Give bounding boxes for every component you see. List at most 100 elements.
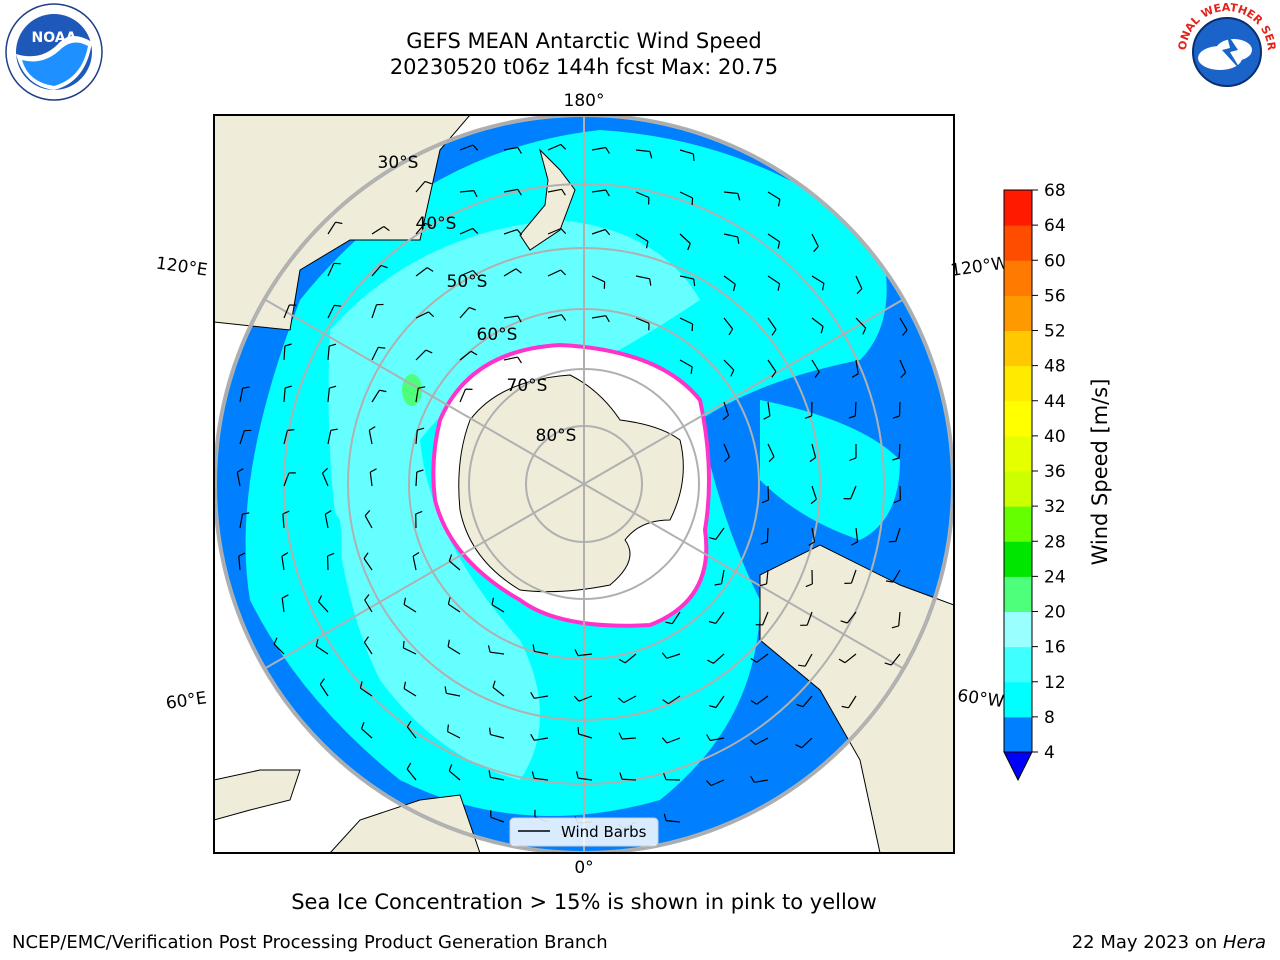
wind-barb-feather [804, 415, 812, 419]
wind-barb-feather [448, 764, 453, 772]
wind-barb [448, 603, 461, 613]
sea-ice-note: Sea Ice Concentration > 15% is shown in … [291, 890, 877, 914]
wind-barb-feather [379, 389, 387, 393]
wind-barb-feather [403, 681, 407, 689]
wind-barb [679, 149, 694, 155]
wind-barb [855, 359, 859, 374]
wind-barb-feather [364, 510, 371, 517]
wind-barb-feather [368, 426, 376, 431]
wind-barb [534, 737, 549, 741]
lon-label-0: 0° [574, 858, 593, 878]
colorbar-tick-label: 8 [1044, 708, 1055, 728]
wind-barb [547, 269, 561, 277]
wind-barb-feather [663, 772, 667, 780]
wind-barb [403, 603, 417, 613]
wind-barb-feather [618, 732, 623, 740]
wind-barb-feather [604, 229, 611, 236]
wind-barb [415, 388, 419, 403]
wind-barb [491, 604, 505, 613]
wind-barb-feather [848, 415, 856, 419]
colorbar-segment [1004, 330, 1032, 367]
lat-label-40s: 40°S [416, 214, 457, 234]
wind-barb-feather [284, 385, 292, 389]
wind-barb [363, 558, 373, 571]
wind-barb-feather [406, 762, 412, 770]
wind-barb [713, 653, 725, 664]
wind-barb [756, 695, 769, 705]
wind-max-patch [402, 374, 422, 406]
wind-barb-feather [426, 267, 434, 272]
wind-barb-feather [693, 278, 696, 287]
wind-barb-feather [380, 264, 388, 269]
wind-barb-feather [531, 771, 535, 779]
wind-barb [811, 443, 817, 458]
wind-barb-feather [473, 190, 478, 198]
wind-barb-feather [532, 644, 535, 652]
wind-barb-feather [281, 594, 289, 599]
wind-barb [238, 556, 241, 571]
wind-barb-feather [560, 228, 567, 235]
wind-barb-feather [840, 620, 848, 624]
wind-barb-feather [577, 726, 580, 735]
wind-barb-feather [322, 467, 329, 474]
wind-barb-feather [822, 283, 825, 291]
wind-barb [547, 188, 562, 193]
wind-barb-feather [884, 662, 892, 666]
wind-barb-feather [530, 691, 535, 699]
ocean-mid-wind-west [248, 475, 342, 640]
wind-barb [679, 191, 693, 199]
antarctica [458, 374, 684, 593]
wind-barb-feather [771, 371, 777, 378]
wind-barb-feather [692, 153, 695, 161]
wind-barb-feather [605, 315, 610, 323]
lat-label-50s: 50°S [447, 272, 488, 292]
wind-barb-feather [851, 373, 859, 378]
wind-barb [855, 275, 863, 289]
wind-barb [503, 268, 517, 277]
wind-barb-feather [618, 658, 626, 664]
lon-label-120w: 120°W [949, 253, 1009, 281]
wind-barb-feather [661, 737, 668, 744]
wind-barb [327, 263, 335, 277]
colorbar-segment [1004, 365, 1032, 402]
wind-barb-feather [687, 243, 691, 251]
wind-barb-feather [489, 727, 491, 735]
wind-barb-feather [273, 637, 278, 645]
lat-label-60s: 60°S [477, 325, 518, 345]
wind-barb-feather [618, 697, 625, 704]
wind-barb [371, 225, 385, 235]
wind-barb [490, 816, 505, 823]
wind-barb [534, 695, 549, 699]
colorbar-segment [1004, 190, 1032, 226]
wind-barb-feather [750, 775, 755, 783]
wind-barb-feather [403, 597, 407, 605]
wind-barb [710, 779, 725, 787]
colorbar-segment [1004, 435, 1032, 472]
wind-barb-feather [492, 680, 496, 688]
wind-barb [756, 653, 769, 663]
wind-barb [892, 569, 901, 583]
wind-barb [767, 191, 781, 200]
wind-barb-feather [470, 350, 478, 356]
wind-barb-feather [605, 147, 610, 154]
wind-barb-feather [315, 639, 319, 647]
wind-barb-feather [574, 649, 579, 656]
wind-barb-feather [768, 456, 775, 463]
wind-barb [811, 485, 817, 500]
wind-barb-feather [777, 199, 781, 207]
colorbar-tick-label: 20 [1044, 603, 1066, 623]
colorbar-tick-label: 56 [1044, 286, 1066, 306]
wind-barb [578, 733, 593, 739]
wind-barb [806, 611, 813, 626]
wind-barb-feather [329, 385, 337, 389]
footer-machine: Hera [1222, 932, 1266, 953]
land-madagascar [214, 769, 301, 821]
wind-barb [321, 472, 329, 487]
colorbar-segment [1004, 611, 1032, 648]
wind-barb-feather [378, 346, 386, 349]
colorbar-segment [1004, 400, 1032, 437]
wind-barb [578, 695, 593, 702]
wind-barb [371, 304, 378, 319]
wind-barb [801, 737, 813, 749]
